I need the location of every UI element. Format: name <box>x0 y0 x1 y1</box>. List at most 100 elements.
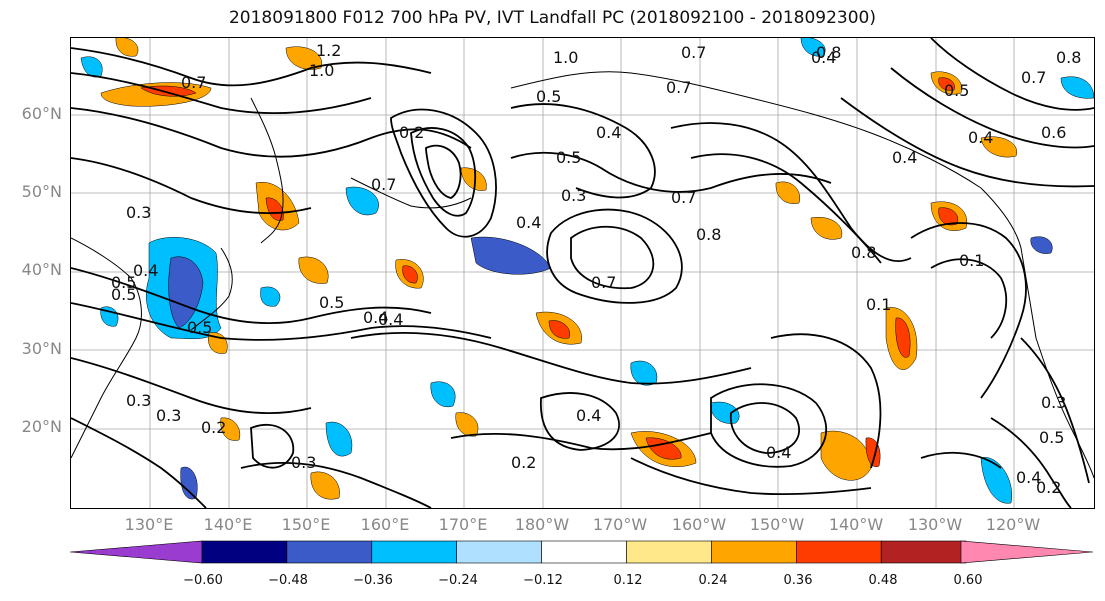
contour-line <box>890 67 1094 149</box>
pv-blob <box>895 317 911 358</box>
contour-label: 0.4 <box>766 443 791 462</box>
contour-line <box>730 402 801 454</box>
contour-line <box>425 144 462 199</box>
contour-label: 1.2 <box>316 41 341 60</box>
colorbar-segment <box>960 540 1093 564</box>
contour-label: 0.8 <box>696 225 721 244</box>
pv-blob <box>325 421 353 457</box>
contour-label: 0.5 <box>111 273 136 292</box>
contour-line <box>71 302 492 341</box>
pv-blob <box>402 265 418 284</box>
lon-label-140w: 140°W <box>828 515 884 534</box>
contour-label: 0.6 <box>1041 123 1066 142</box>
pv-negative-shading <box>80 38 1094 504</box>
contour-label: 1.0 <box>309 61 334 80</box>
colorbar-tick: −0.36 <box>353 573 393 588</box>
lat-label-40: 40°N <box>21 260 62 279</box>
contour-label: 0.3 <box>561 186 586 205</box>
pv-blob <box>180 466 198 500</box>
lon-label-160e: 160°E <box>360 515 410 534</box>
lon-label-170e: 170°E <box>438 515 488 534</box>
contour-label: 0.4 <box>811 48 836 67</box>
pv-blob <box>430 381 456 408</box>
contour-line <box>570 225 655 290</box>
lat-label-60: 60°N <box>21 104 62 123</box>
pv-blob <box>345 186 379 216</box>
pv-blob <box>310 471 340 500</box>
pv-blob <box>298 256 329 284</box>
colorbar <box>70 540 1093 564</box>
colorbar-segment <box>70 540 203 564</box>
contour-label: 0.7 <box>681 43 706 62</box>
contour-label: 0.5 <box>111 285 136 304</box>
colorbar-tick: −0.60 <box>183 573 223 588</box>
contour-label: 0.5 <box>944 81 969 100</box>
contour-label: 0.5 <box>1039 428 1064 447</box>
pv-blob <box>710 401 740 424</box>
lon-label-120w: 120°W <box>985 515 1041 534</box>
contour-label: 0.7 <box>671 188 696 207</box>
colorbar-segments <box>70 540 1093 564</box>
contour-label: 1.0 <box>553 48 578 67</box>
contour-line <box>910 222 1027 399</box>
contour-label: 0.4 <box>576 406 601 425</box>
contour-line <box>250 423 295 469</box>
coastline-alaska <box>510 71 982 189</box>
pv-blob <box>938 77 955 91</box>
contour-label: 0.5 <box>556 148 581 167</box>
contour-line <box>510 151 832 193</box>
contour-line <box>990 417 1072 508</box>
contour-label: 0.5 <box>187 318 212 337</box>
lon-label-130w: 130°W <box>907 515 963 534</box>
colorbar-segment <box>626 540 712 564</box>
pv-blob <box>630 360 658 386</box>
contour-line <box>71 72 372 115</box>
lon-label-150w: 150°W <box>749 515 805 534</box>
pv-blob <box>820 430 872 481</box>
contour-label: 0.8 <box>851 243 876 262</box>
contour-label: 0.8 <box>1056 48 1081 67</box>
pv-blob <box>470 236 552 275</box>
contour-line <box>1020 337 1090 484</box>
coastline-kamchatka <box>250 97 284 244</box>
lon-label-150e: 150°E <box>281 515 331 534</box>
colorbar-tick: −0.48 <box>268 573 308 588</box>
contour-label: 0.2 <box>1036 478 1061 497</box>
pv-blob <box>220 417 241 441</box>
contour-line <box>71 47 432 87</box>
contour-label: 0.3 <box>156 406 181 425</box>
contour-line <box>840 97 1094 188</box>
lon-label-130e: 130°E <box>124 515 174 534</box>
contour-label: 0.3 <box>291 453 316 472</box>
contour-label: 0.4 <box>133 261 158 280</box>
colorbar-segment <box>371 540 457 564</box>
contour-line <box>71 157 312 215</box>
pv-blob <box>645 437 682 460</box>
lat-label-50: 50°N <box>21 182 62 201</box>
contour-label: 0.2 <box>399 123 424 142</box>
colorbar-tick: −0.12 <box>523 573 563 588</box>
coastline-japan <box>190 247 233 331</box>
pv-blob <box>455 412 479 437</box>
pv-blob <box>80 56 103 78</box>
contour-line <box>390 108 497 238</box>
contour-label: 0.4 <box>1016 468 1041 487</box>
contour-line <box>710 383 827 468</box>
contour-label: 0.4 <box>363 308 388 327</box>
contour-label: 0.3 <box>1041 393 1066 412</box>
contour-label: 0.2 <box>201 418 226 437</box>
contour-line <box>630 457 872 496</box>
pv-blob <box>938 207 959 226</box>
contour-label: 0.4 <box>892 148 917 167</box>
coastline-aleutians <box>350 177 472 209</box>
colorbar-tick: 0.36 <box>783 573 813 588</box>
contour-line <box>546 208 683 304</box>
contour-line <box>71 417 207 508</box>
pv-blob <box>1060 76 1094 99</box>
map-canvas: 1.2 1.0 1.0 0.8 0.7 0.7 0.5 0.4 0.4 0.8 … <box>71 38 1094 508</box>
pv-blob <box>285 46 322 70</box>
contour-line <box>350 331 752 385</box>
graticule <box>71 38 1094 508</box>
contour-line <box>540 392 620 451</box>
map-panel: 1.2 1.0 1.0 0.8 0.7 0.7 0.5 0.4 0.4 0.8 … <box>70 37 1095 509</box>
